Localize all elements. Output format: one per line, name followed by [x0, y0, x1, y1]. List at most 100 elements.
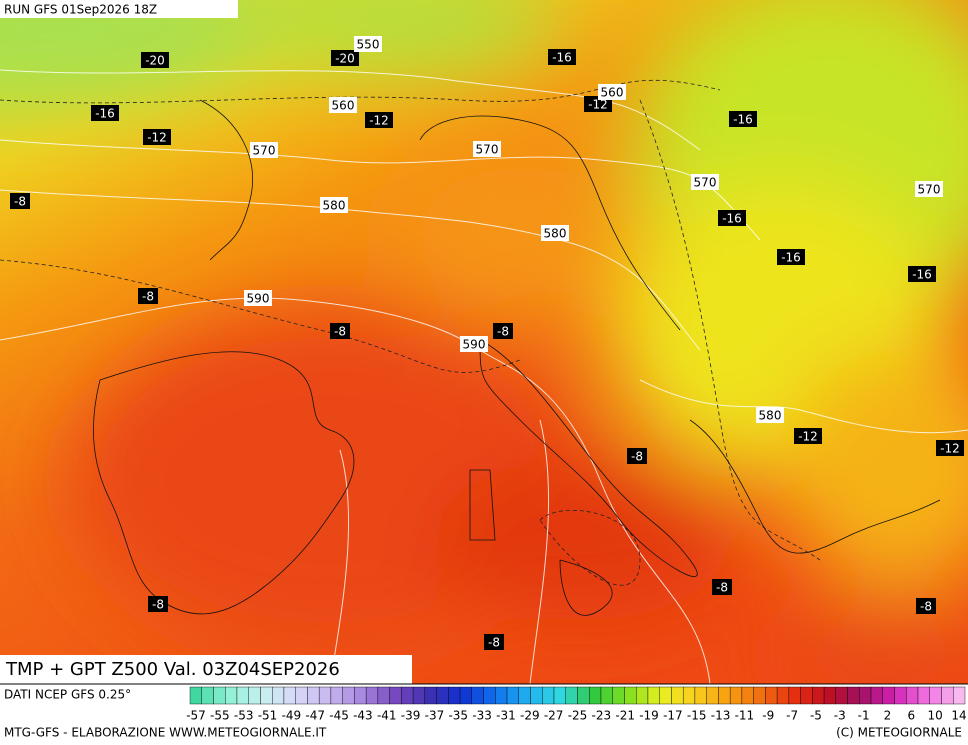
colorbar: -57 -55 -53 -51 -49 -47 -45 -43 -41 -39 -37 -35 -33-… — [186, 686, 967, 723]
temperature-label: -8 — [631, 450, 643, 464]
colorbar-tick-label: 6 — [907, 709, 915, 723]
temperature-label-box — [10, 193, 30, 209]
height-label-box — [598, 84, 626, 100]
colorbar-swatch — [436, 686, 449, 705]
temperature-label: -20 — [145, 54, 165, 68]
colorbar-swatch — [318, 686, 332, 705]
height-label: 560 — [601, 86, 624, 100]
colorbar-swatch — [330, 686, 343, 705]
run-label: RUN GFS 01Sep2026 18Z — [4, 3, 157, 17]
temperature-label-box — [777, 249, 805, 265]
temperature-label: -12 — [147, 131, 167, 145]
data-source: DATI NCEP GFS 0.25° — [4, 688, 131, 702]
temperature-label-box — [627, 448, 647, 464]
height-label: 570 — [476, 143, 499, 157]
colorbar-tick-label: -29 — [520, 709, 540, 723]
colorbar-swatch — [788, 686, 801, 705]
colorbar-swatch — [213, 686, 226, 705]
colorbar-swatch — [307, 686, 320, 705]
colorbar-tick-label: -35 — [448, 709, 468, 723]
temperature-label: -16 — [912, 268, 932, 282]
temperature-label-box — [916, 598, 936, 614]
colorbar-swatch — [941, 686, 954, 705]
colorbar-swatch — [612, 686, 625, 705]
colorbar-swatch — [471, 686, 484, 705]
colorbar-swatch — [377, 686, 390, 705]
copyright: (C) METEOGIORNALE — [836, 726, 962, 740]
temperature-label-box — [794, 428, 822, 444]
height-label-box — [915, 181, 943, 197]
colorbar-swatch — [448, 686, 461, 705]
temperature-label: -16 — [722, 212, 742, 226]
colorbar-swatch — [624, 686, 637, 705]
temperature-label-box — [331, 50, 359, 66]
colorbar-swatch — [659, 686, 672, 705]
colorbar-swatch — [260, 686, 273, 705]
colorbar-swatch — [741, 686, 754, 705]
colorbar-swatch — [565, 686, 578, 705]
colorbar-swatch — [248, 686, 261, 705]
colorbar-swatch — [776, 686, 790, 705]
colorbar-tick-label: 10 — [928, 709, 943, 723]
colorbar-tick-label: -55 — [210, 709, 230, 723]
temperature-label: -8 — [716, 581, 728, 595]
temperature-label-box — [484, 634, 504, 650]
colorbar-swatch — [823, 686, 837, 705]
colorbar-tick-label: -11 — [735, 709, 755, 723]
colorbar-tick-label: -1 — [858, 709, 870, 723]
colorbar-tick-label: -51 — [258, 709, 278, 723]
temperature-label: -20 — [335, 52, 355, 66]
height-label-box — [250, 142, 278, 158]
credit: MTG-GFS - ELABORAZIONE WWW.METEOGIORNALE… — [4, 726, 327, 740]
colorbar-swatch — [201, 686, 214, 705]
colorbar-swatch — [729, 686, 743, 705]
temperature-label: -12 — [940, 442, 960, 456]
coastlines — [93, 99, 941, 616]
colorbar-tick-label: -33 — [472, 709, 492, 723]
colorbar-swatch — [859, 686, 872, 705]
colorbar-tick-label: -47 — [305, 709, 325, 723]
colorbar-tick-label: -21 — [615, 709, 635, 723]
colorbar-swatch — [365, 686, 379, 705]
temperature-label: -8 — [142, 290, 154, 304]
height-label-box — [244, 290, 272, 306]
colorbar-swatch — [600, 686, 613, 705]
map-labels: -20 -20 -16 -16 -12 -16 -12 -12 -8 -16 -16 -16 -8 -8 -… — [10, 36, 964, 650]
colorbar-tick-label: -3 — [834, 709, 846, 723]
colorbar-swatch — [906, 686, 919, 705]
colorbar-swatch — [929, 686, 942, 705]
colorbar-swatch — [389, 686, 402, 705]
height-label: 580 — [544, 227, 567, 241]
colorbar-tick-label: 2 — [884, 709, 892, 723]
colorbar-swatch — [518, 686, 531, 705]
temperature-label-box — [493, 323, 513, 339]
temperature-label: -12 — [588, 98, 608, 112]
height-label-box — [756, 407, 784, 423]
run-box — [0, 0, 238, 18]
colorbar-tick-label: 14 — [951, 709, 966, 723]
height-label: 590 — [247, 292, 270, 306]
height-label: 570 — [918, 183, 941, 197]
colorbar-tick-label: -25 — [568, 709, 588, 723]
temperature-label-box — [908, 266, 936, 282]
colorbar-swatch — [835, 686, 848, 705]
colorbar-swatch — [847, 686, 860, 705]
temperature-label-box — [141, 52, 169, 68]
colorbar-swatch — [917, 686, 930, 705]
colorbar-swatch — [682, 686, 696, 705]
colorbar-swatch — [542, 686, 555, 705]
colorbar-tick-label: -39 — [401, 709, 421, 723]
height-label: 580 — [759, 409, 782, 423]
height-label-box — [691, 174, 719, 190]
colorbar-tick-label: -49 — [282, 709, 302, 723]
height-label: 570 — [694, 176, 717, 190]
temperature-label: -16 — [552, 51, 572, 65]
colorbar-tick-label: -57 — [186, 709, 206, 723]
temperature-label: -8 — [334, 325, 346, 339]
height-label: 590 — [463, 338, 486, 352]
height-label-box — [473, 141, 501, 157]
colorbar-swatch — [870, 686, 884, 705]
map: RUN GFS 01Sep2026 18Z -20 -20 -16 -16 -12 -16… — [0, 0, 968, 684]
colorbar-swatch — [894, 686, 907, 705]
temperature-label-box — [712, 579, 732, 595]
